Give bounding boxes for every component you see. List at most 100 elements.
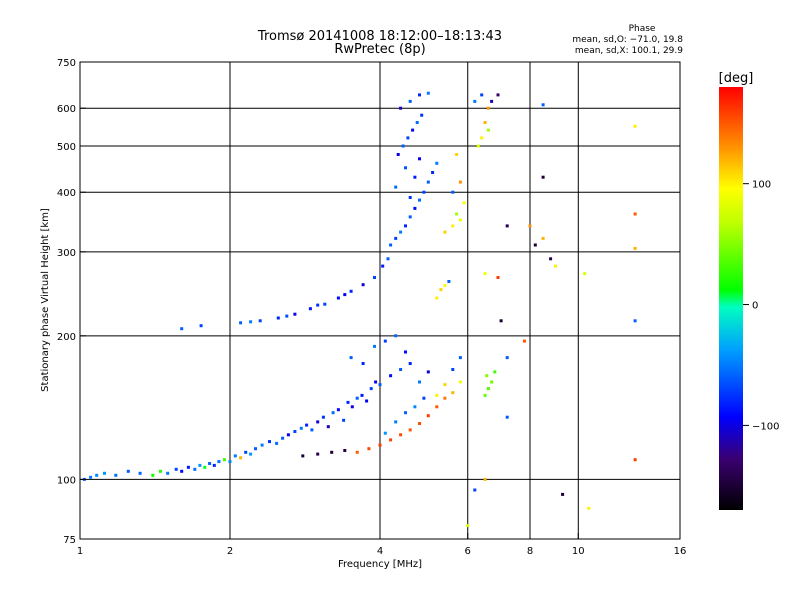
data-point bbox=[455, 212, 459, 216]
data-point bbox=[389, 374, 393, 378]
data-point bbox=[458, 380, 462, 384]
data-point bbox=[343, 293, 347, 297]
data-point bbox=[480, 93, 484, 97]
data-point bbox=[483, 393, 487, 397]
grid-lines bbox=[80, 62, 680, 539]
data-point bbox=[217, 460, 221, 464]
data-point bbox=[418, 93, 421, 97]
data-point bbox=[336, 296, 340, 300]
data-point bbox=[212, 463, 216, 467]
data-point bbox=[458, 356, 462, 360]
data-point bbox=[439, 288, 443, 292]
data-point bbox=[406, 136, 410, 140]
y-tick-label: 200 bbox=[57, 332, 76, 343]
data-point bbox=[401, 144, 405, 148]
phase-info-heading: Phase bbox=[629, 24, 656, 34]
data-point bbox=[408, 196, 412, 199]
chart-title: Tromsø 20141008 18:12:00–18:13:43 bbox=[257, 29, 502, 44]
data-point bbox=[447, 280, 451, 283]
data-point bbox=[404, 166, 407, 170]
data-point bbox=[342, 418, 346, 422]
data-point bbox=[399, 368, 403, 371]
data-point bbox=[473, 488, 477, 492]
data-point bbox=[533, 243, 537, 247]
x-tick-label: 4 bbox=[377, 546, 383, 557]
data-point bbox=[180, 469, 184, 473]
data-point bbox=[483, 121, 487, 124]
data-point bbox=[355, 450, 359, 454]
data-point bbox=[308, 307, 312, 311]
data-point bbox=[299, 426, 303, 430]
data-point bbox=[293, 312, 297, 316]
data-point bbox=[473, 99, 477, 103]
data-point bbox=[633, 212, 637, 216]
x-tick-label: 6 bbox=[465, 546, 471, 557]
x-axis-label: Frequency [MHz] bbox=[338, 559, 422, 570]
data-point bbox=[361, 283, 365, 287]
data-point bbox=[505, 224, 509, 228]
data-point bbox=[462, 201, 466, 205]
phase-info-o: mean, sd,O: −71.0, 19.8 bbox=[572, 35, 683, 45]
data-point bbox=[413, 405, 417, 409]
data-point bbox=[443, 383, 447, 387]
data-point bbox=[199, 324, 203, 328]
y-tick-label: 600 bbox=[57, 104, 76, 115]
data-point bbox=[383, 339, 387, 343]
data-point bbox=[418, 157, 421, 161]
data-point bbox=[228, 460, 232, 464]
chart-subtitle: RwPretec (8p) bbox=[334, 42, 425, 57]
data-point bbox=[458, 180, 462, 184]
data-point bbox=[549, 257, 553, 261]
data-point bbox=[451, 368, 455, 371]
data-point bbox=[249, 452, 253, 456]
x-axis-ticks: 1 2 4 6 8 10 16 bbox=[77, 533, 687, 557]
data-point bbox=[399, 230, 403, 234]
data-point bbox=[158, 469, 162, 473]
data-point bbox=[493, 370, 497, 374]
data-point bbox=[198, 463, 202, 467]
phase-info-x: mean, sd,X: 100.1, 29.9 bbox=[575, 46, 683, 56]
data-point bbox=[254, 447, 257, 451]
data-point bbox=[418, 422, 421, 425]
data-point bbox=[350, 405, 354, 409]
data-point bbox=[166, 471, 170, 475]
colorbar-label: [deg] bbox=[719, 71, 754, 86]
data-point bbox=[480, 136, 484, 140]
x-tick-label: 16 bbox=[674, 546, 687, 557]
data-point bbox=[633, 124, 637, 128]
data-point bbox=[260, 443, 264, 447]
data-point bbox=[249, 320, 253, 324]
data-point bbox=[587, 506, 591, 510]
data-point bbox=[394, 185, 398, 189]
scatter-points bbox=[82, 91, 637, 528]
data-point bbox=[443, 284, 447, 287]
data-point bbox=[505, 415, 509, 419]
data-point bbox=[374, 380, 378, 384]
colorbar bbox=[719, 87, 743, 510]
data-point bbox=[331, 411, 335, 415]
data-point bbox=[114, 473, 118, 477]
x-tick-label: 10 bbox=[572, 546, 585, 557]
data-point bbox=[408, 362, 412, 365]
data-point bbox=[418, 198, 421, 202]
data-point bbox=[528, 224, 532, 228]
data-point bbox=[451, 190, 455, 194]
data-point bbox=[233, 454, 237, 458]
data-point bbox=[373, 344, 376, 348]
data-point bbox=[343, 449, 347, 452]
data-point bbox=[404, 224, 407, 228]
data-point bbox=[378, 383, 382, 387]
data-point bbox=[268, 440, 271, 444]
data-point bbox=[321, 415, 325, 419]
data-point bbox=[223, 458, 226, 462]
data-point bbox=[394, 420, 398, 424]
data-point bbox=[151, 473, 155, 477]
data-point bbox=[361, 362, 365, 365]
data-point bbox=[408, 428, 412, 432]
data-point bbox=[426, 180, 430, 184]
data-point bbox=[490, 380, 494, 384]
data-point bbox=[499, 319, 503, 323]
data-point bbox=[239, 321, 243, 325]
data-point bbox=[404, 350, 407, 354]
data-point bbox=[541, 236, 545, 240]
